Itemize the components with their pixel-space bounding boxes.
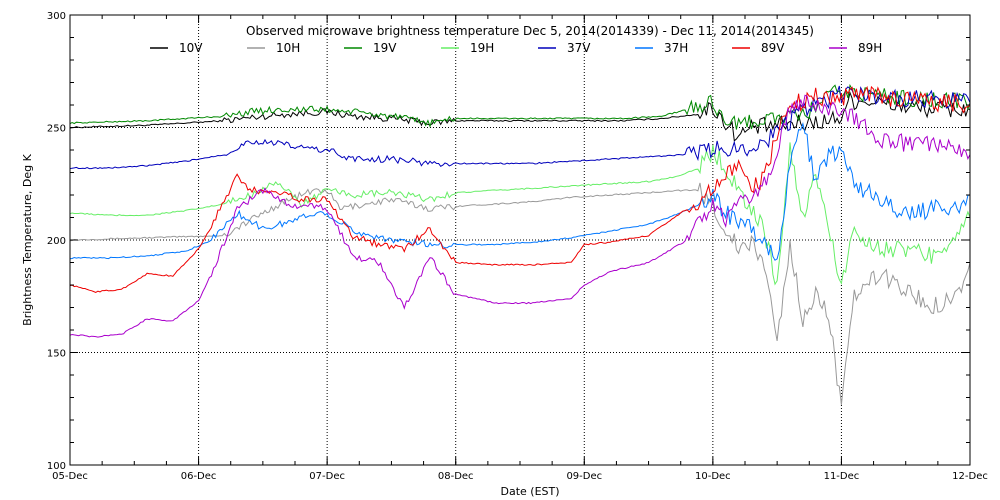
legend-label-37h: 37H [664,41,688,55]
legend-label-89v: 89V [761,41,785,55]
series-line-89v [69,85,971,293]
series-line-37v [69,85,971,170]
legend-label-37v: 37V [567,41,591,55]
y-tick-label: 100 [47,461,66,472]
x-tick-label: 05-Dec [52,471,88,482]
axis-ticks [69,14,971,466]
x-tick-label: 08-Dec [438,471,474,482]
y-tick-label: 250 [47,124,66,135]
y-axis-title: Brightness Temperature, Deg K [21,153,34,325]
x-tick-label: 09-Dec [566,471,602,482]
legend-label-10v: 10V [179,41,203,55]
series-line-10h [69,182,971,405]
y-tick-label: 300 [47,11,66,22]
y-tick-label: 150 [47,349,66,360]
legend-label-19v: 19V [373,41,397,55]
x-tick-label: 10-Dec [695,471,731,482]
chart-title: Observed microwave brightness temperatur… [246,24,814,38]
legend-label-89h: 89H [858,41,882,55]
x-tick-label: 07-Dec [309,471,345,482]
x-tick-label: 12-Dec [952,471,988,482]
series-line-37h [69,121,971,261]
series-line-19h [69,142,971,286]
y-tick-label: 200 [47,236,66,247]
x-tick-label: 06-Dec [181,471,217,482]
legend-label-10h: 10H [276,41,300,55]
legend-label-19h: 19H [470,41,494,55]
x-axis-title: Date (EST) [500,485,559,498]
series-line-89h [69,94,971,338]
y-tick-labels: 100 150 200 250 300 [47,11,66,472]
x-tick-label: 11-Dec [824,471,860,482]
grid-lines [70,15,970,465]
legend: 10V 10H 19V 19H 37V 37H 89V 89H [150,41,882,55]
x-tick-labels: 05-Dec 06-Dec 07-Dec 08-Dec 09-Dec 10-Dec 11-D… [52,471,988,482]
series-layer [69,83,971,405]
series-line-10v [69,90,971,142]
